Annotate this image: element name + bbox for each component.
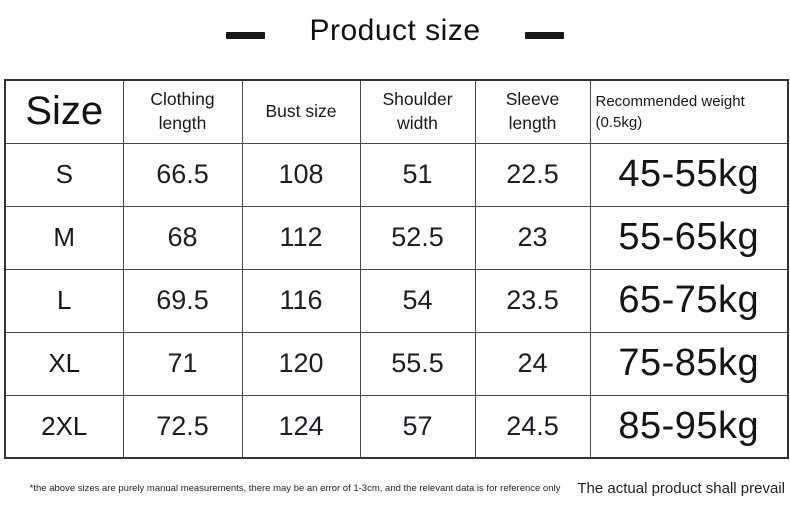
cell-weight: 55-65kg (589, 205, 789, 270)
cell-shoulder-width: 54 (359, 268, 476, 333)
cell-bust-size: 112 (241, 205, 361, 270)
cell-bust-size: 120 (241, 331, 361, 396)
cell-sleeve-length: 22.5 (474, 142, 591, 207)
cell-weight: 85-95kg (589, 394, 789, 459)
cell-size: L (4, 268, 124, 333)
title-dash-left-icon (226, 32, 266, 39)
cell-size: M (4, 205, 124, 270)
header-sleeve-length: Sleeve length (474, 79, 591, 144)
cell-size: XL (4, 331, 124, 396)
table-header-row: Size Clothing length Bust size Shoulder … (4, 79, 789, 144)
cell-clothing-length: 72.5 (122, 394, 243, 459)
table-row-s: S 66.5 108 51 22.5 45-55kg (4, 142, 789, 207)
cell-size: S (4, 142, 124, 207)
cell-sleeve-length: 23 (474, 205, 591, 270)
cell-weight: 65-75kg (589, 268, 789, 333)
cell-clothing-length: 68 (122, 205, 243, 270)
footer: *the above sizes are purely manual measu… (4, 480, 785, 497)
disclaimer-text: The actual product shall prevail (577, 480, 785, 497)
cell-sleeve-length: 23.5 (474, 268, 591, 333)
cell-clothing-length: 69.5 (122, 268, 243, 333)
cell-size: 2XL (4, 394, 124, 459)
cell-shoulder-width: 57 (359, 394, 476, 459)
header-clothing-length: Clothing length (122, 79, 243, 144)
cell-bust-size: 124 (241, 394, 361, 459)
title-bar: Product size (0, 14, 790, 48)
title-dash-right-icon (524, 32, 564, 39)
table-row-l: L 69.5 116 54 23.5 65-75kg (4, 268, 789, 333)
cell-sleeve-length: 24 (474, 331, 591, 396)
cell-weight: 45-55kg (589, 142, 789, 207)
cell-bust-size: 108 (241, 142, 361, 207)
cell-clothing-length: 66.5 (122, 142, 243, 207)
header-shoulder-width: Shoulder width (359, 79, 476, 144)
table-row-2xl: 2XL 72.5 124 57 24.5 85-95kg (4, 394, 789, 459)
header-bust-size: Bust size (241, 79, 361, 144)
table-row-xl: XL 71 120 55.5 24 75-85kg (4, 331, 789, 396)
size-table: Size Clothing length Bust size Shoulder … (4, 79, 789, 459)
header-size: Size (4, 79, 124, 144)
table-row-m: M 68 112 52.5 23 55-65kg (4, 205, 789, 270)
cell-clothing-length: 71 (122, 331, 243, 396)
cell-shoulder-width: 51 (359, 142, 476, 207)
cell-weight: 75-85kg (589, 331, 789, 396)
cell-shoulder-width: 52.5 (359, 205, 476, 270)
cell-sleeve-length: 24.5 (474, 394, 591, 459)
header-recommended-weight: Recommended weight (0.5kg) (589, 79, 789, 144)
page-title: Product size (309, 14, 481, 47)
cell-shoulder-width: 55.5 (359, 331, 476, 396)
cell-bust-size: 116 (241, 268, 361, 333)
measurement-note: *the above sizes are purely manual measu… (29, 483, 561, 494)
